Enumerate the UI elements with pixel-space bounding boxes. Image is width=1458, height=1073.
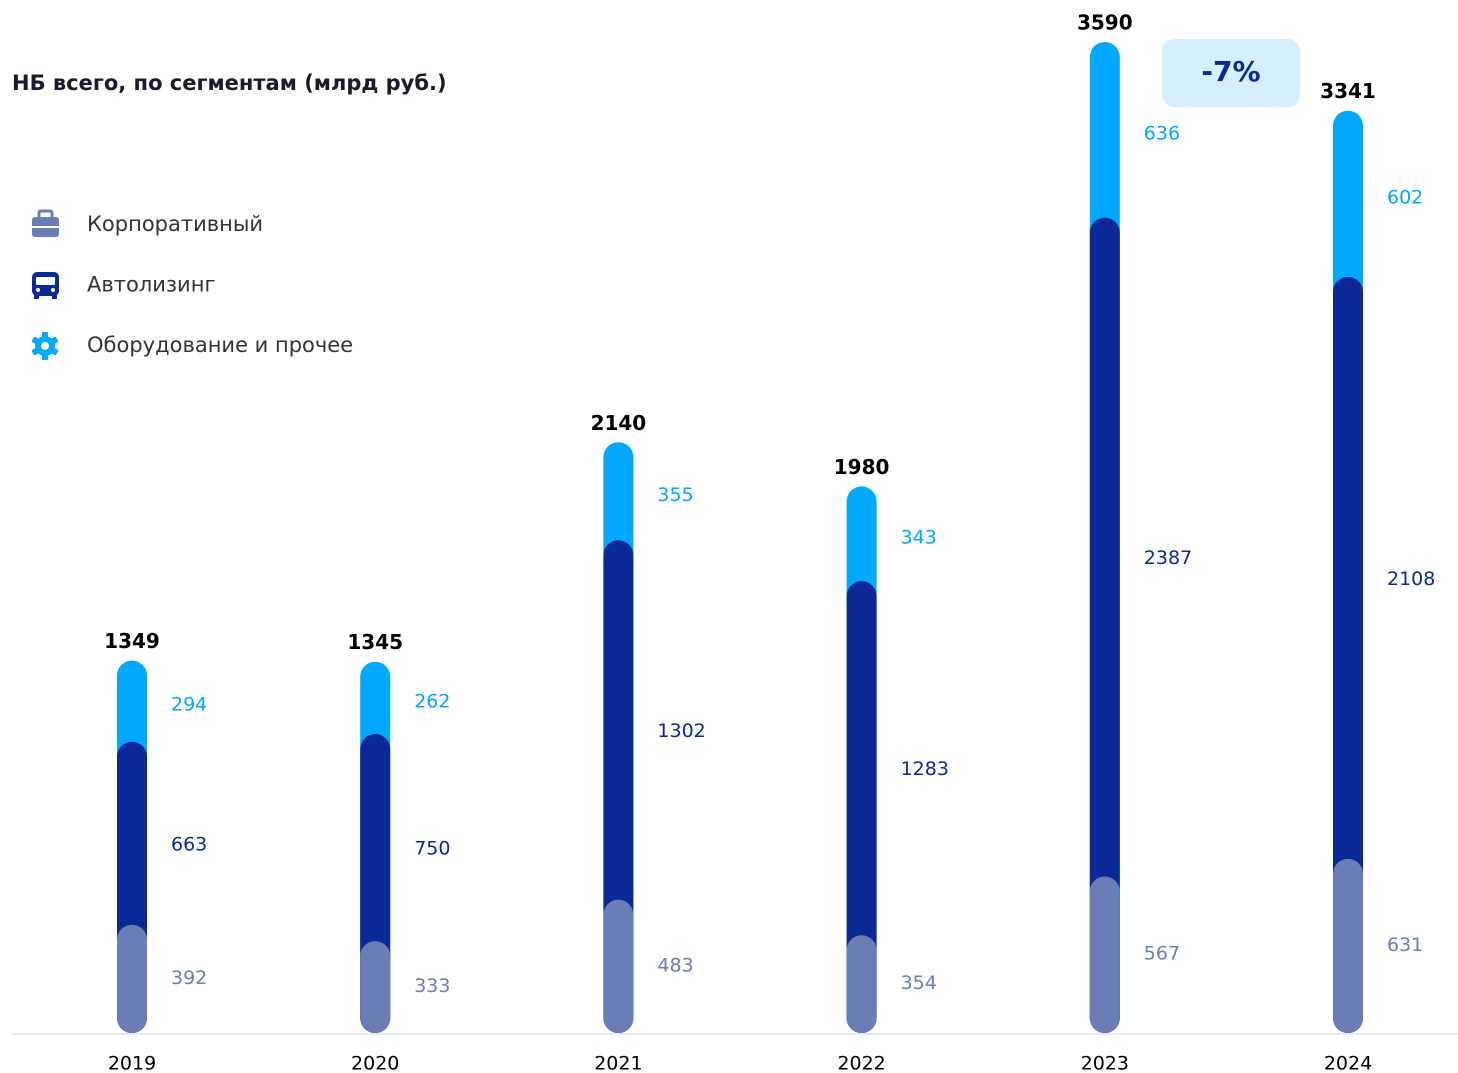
- value-label: 343: [901, 526, 937, 548]
- value-label: 262: [414, 690, 450, 712]
- legend-icon: [32, 209, 59, 237]
- value-label: 294: [171, 694, 207, 716]
- value-label: 631: [1387, 934, 1423, 956]
- value-label: 354: [901, 972, 937, 994]
- total-label: 3341: [1320, 79, 1376, 103]
- x-tick-label: 2023: [1081, 1053, 1129, 1073]
- value-label: 750: [414, 838, 450, 860]
- bar-segment: [117, 924, 147, 1033]
- bar-segment: [846, 581, 877, 1033]
- value-label: 636: [1144, 122, 1180, 144]
- x-tick-label: 2021: [594, 1053, 642, 1073]
- value-label: 2387: [1144, 547, 1192, 569]
- annotation-badge: [1162, 39, 1300, 107]
- value-label: 2108: [1387, 568, 1435, 590]
- bar-segment: [1333, 276, 1363, 1033]
- value-label: 333: [414, 975, 450, 997]
- legend-label: Автолизинг: [87, 273, 215, 297]
- total-label: 1980: [834, 455, 890, 479]
- legend-icon: [32, 272, 59, 299]
- value-label: 355: [657, 484, 693, 506]
- bar-segment: [846, 935, 877, 1033]
- legend: [31, 209, 59, 360]
- value-label: 663: [171, 833, 207, 855]
- legend-label: Оборудование и прочее: [87, 333, 353, 357]
- total-label: 1349: [104, 629, 160, 653]
- x-tick-label: 2024: [1324, 1053, 1372, 1073]
- value-label: 1302: [657, 720, 705, 742]
- bar-segment: [1089, 217, 1120, 1034]
- bar-segment: [1333, 858, 1363, 1033]
- x-tick-label: 2020: [351, 1053, 399, 1073]
- bar-segment: [603, 899, 634, 1033]
- bar-segment: [360, 941, 391, 1033]
- annotation: -7%: [1201, 55, 1260, 88]
- bar-segment: [1089, 876, 1120, 1033]
- legend-icon: [31, 332, 59, 360]
- x-tick-label: 2022: [837, 1053, 885, 1073]
- value-label: 567: [1144, 943, 1180, 965]
- chart-title: НБ всего, по сегментам (млрд руб.): [12, 71, 447, 95]
- value-label: 602: [1387, 186, 1423, 208]
- total-label: 2140: [591, 411, 647, 435]
- x-tick-label: 2019: [108, 1053, 156, 1073]
- value-label: 483: [657, 954, 693, 976]
- total-label: 1345: [347, 630, 403, 654]
- total-label: 3590: [1077, 11, 1133, 35]
- value-label: 392: [171, 967, 207, 989]
- value-label: 1283: [901, 758, 949, 780]
- legend-label: Корпоративный: [87, 212, 263, 236]
